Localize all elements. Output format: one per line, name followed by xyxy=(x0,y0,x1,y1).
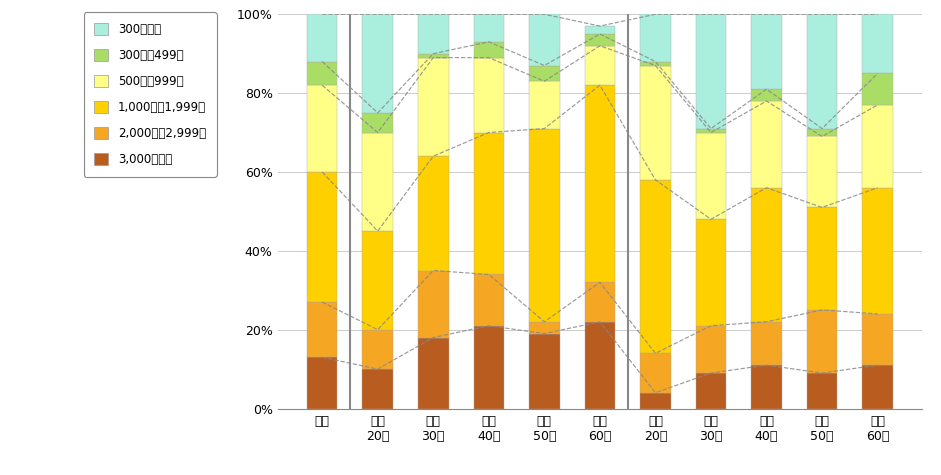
Bar xyxy=(529,14,560,66)
Bar xyxy=(751,322,782,365)
Bar xyxy=(529,322,560,333)
Bar xyxy=(418,271,449,338)
Bar xyxy=(418,14,449,54)
Bar xyxy=(418,54,449,57)
Bar xyxy=(862,105,893,188)
Bar xyxy=(473,42,504,57)
Bar xyxy=(307,14,338,62)
Bar xyxy=(362,14,393,113)
Bar xyxy=(362,133,393,231)
Bar xyxy=(695,219,726,326)
Bar xyxy=(418,156,449,271)
Bar xyxy=(862,73,893,105)
Bar xyxy=(307,302,338,357)
Bar xyxy=(584,85,615,282)
Bar xyxy=(862,365,893,408)
Bar xyxy=(418,57,449,156)
Bar xyxy=(473,14,504,42)
Bar xyxy=(751,14,782,89)
Bar xyxy=(362,231,393,330)
Bar xyxy=(307,62,338,85)
Bar xyxy=(640,393,671,408)
Bar xyxy=(584,282,615,322)
Bar xyxy=(584,34,615,46)
Bar xyxy=(751,101,782,188)
Bar xyxy=(695,326,726,373)
Bar xyxy=(529,81,560,129)
Bar xyxy=(640,180,671,353)
Bar xyxy=(640,353,671,393)
Bar xyxy=(307,357,338,408)
Bar xyxy=(695,373,726,408)
Bar xyxy=(806,208,837,310)
Bar xyxy=(473,57,504,133)
Bar xyxy=(362,369,393,408)
Bar xyxy=(584,26,615,34)
Bar xyxy=(640,14,671,62)
Bar xyxy=(806,373,837,408)
Legend: 300円未満, 300円～499円, 500円～999円, 1,000円～1,999円, 2,000円～2,999円, 3,000円以上: 300円未満, 300円～499円, 500円～999円, 1,000円～1,9… xyxy=(84,12,216,177)
Bar xyxy=(473,326,504,408)
Bar xyxy=(640,66,671,180)
Bar xyxy=(806,136,837,208)
Bar xyxy=(529,129,560,322)
Bar xyxy=(751,89,782,101)
Bar xyxy=(862,188,893,314)
Bar xyxy=(695,133,726,219)
Bar xyxy=(806,14,837,129)
Bar xyxy=(362,330,393,369)
Bar xyxy=(751,188,782,322)
Bar xyxy=(473,133,504,275)
Bar xyxy=(751,365,782,408)
Bar xyxy=(695,129,726,133)
Bar xyxy=(806,310,837,373)
Bar xyxy=(529,333,560,408)
Bar xyxy=(640,62,671,66)
Bar xyxy=(529,66,560,81)
Bar xyxy=(584,46,615,85)
Bar xyxy=(584,322,615,408)
Bar xyxy=(362,113,393,133)
Bar xyxy=(473,275,504,326)
Bar xyxy=(307,85,338,172)
Bar xyxy=(695,14,726,129)
Bar xyxy=(307,172,338,302)
Bar xyxy=(862,314,893,365)
Bar xyxy=(806,129,837,136)
Bar xyxy=(418,338,449,408)
Bar xyxy=(862,14,893,73)
